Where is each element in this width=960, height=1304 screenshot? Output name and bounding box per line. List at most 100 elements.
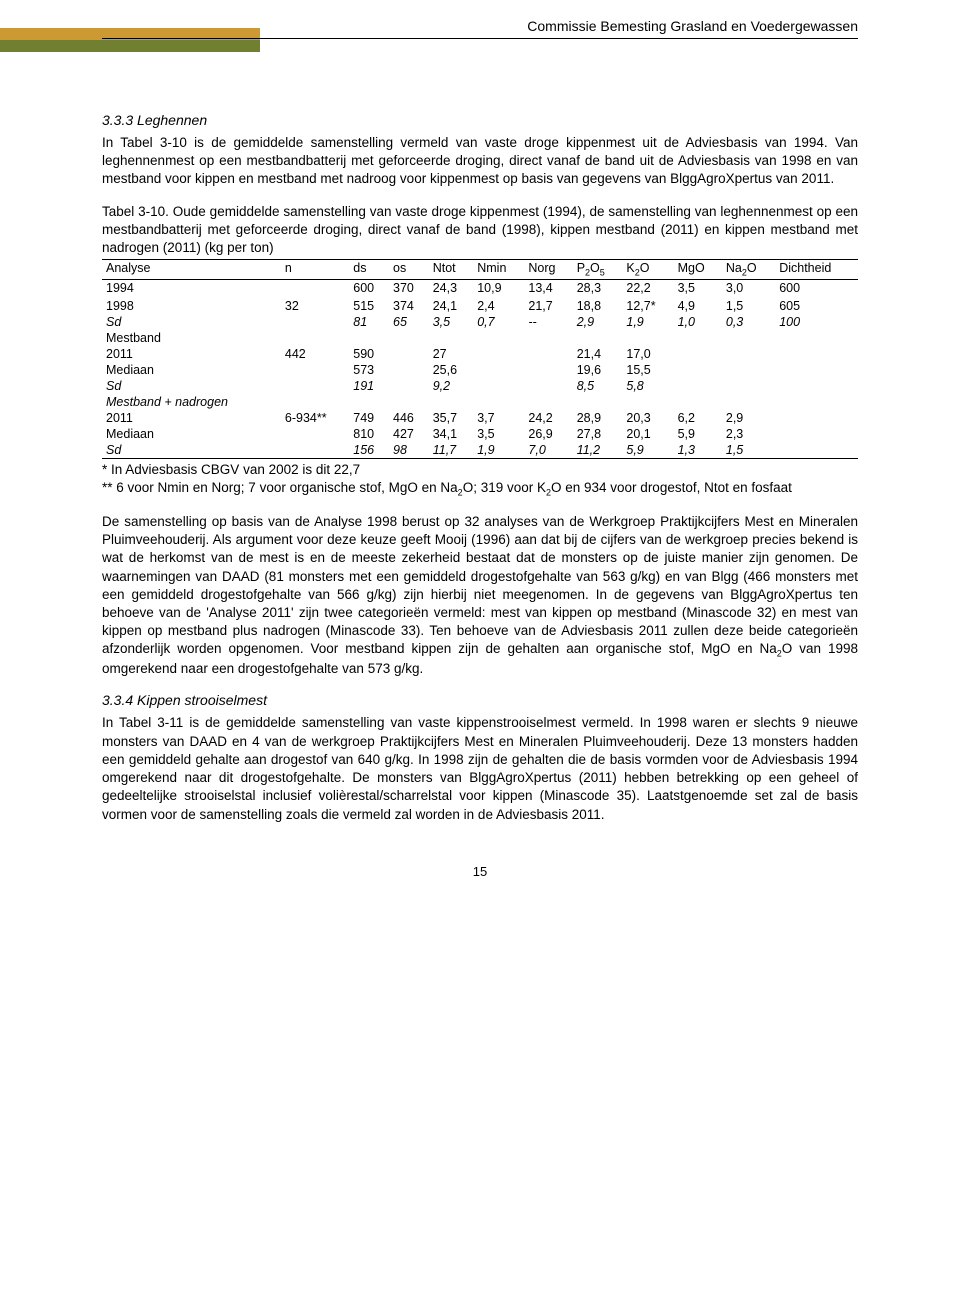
- content: 3.3.3 Leghennen In Tabel 3-10 is de gemi…: [0, 52, 960, 879]
- table-caption-lead: Tabel 3-10.: [102, 204, 169, 219]
- table-cell: 1998: [102, 298, 281, 314]
- table-cell: [674, 394, 722, 410]
- table-cell: 156: [349, 442, 389, 459]
- table-cell: 1,5: [722, 442, 775, 459]
- page: Commissie Bemesting Grasland en Voederge…: [0, 0, 960, 919]
- table-row: Mestband + nadrogen: [102, 394, 858, 410]
- table-cell: 3,0: [722, 279, 775, 296]
- data-table: AnalysendsosNtotNminNorgP2O5K2OMgONa2ODi…: [102, 259, 858, 459]
- table-cell: 573: [349, 362, 389, 378]
- table-cell: 10,9: [473, 279, 524, 296]
- table-cell: 20,3: [622, 410, 673, 426]
- table-cell: 1,9: [473, 442, 524, 459]
- table-cell: [473, 330, 524, 346]
- table-cell: 427: [389, 426, 429, 442]
- table-cell: [429, 330, 474, 346]
- table-cell: 2011: [102, 346, 281, 362]
- table-body: 199460037024,310,913,428,322,23,53,06001…: [102, 279, 858, 458]
- table-cell: [775, 442, 858, 459]
- table-cell: [674, 362, 722, 378]
- table-cell: [674, 378, 722, 394]
- table-cell: 600: [349, 279, 389, 296]
- table-cell: [524, 346, 572, 362]
- table-cell: 2,9: [722, 410, 775, 426]
- table-cell: Mediaan: [102, 362, 281, 378]
- table-cell: [722, 378, 775, 394]
- table-cell: 1,5: [722, 298, 775, 314]
- table-cell: 21,4: [573, 346, 623, 362]
- table-cell: [674, 330, 722, 346]
- table-row: Mediaan81042734,13,526,927,820,15,92,3: [102, 426, 858, 442]
- table-cell: Sd: [102, 442, 281, 459]
- table-cell: 9,2: [429, 378, 474, 394]
- table-cell: 5,9: [622, 442, 673, 459]
- table-cell: 25,6: [429, 362, 474, 378]
- table-cell: [473, 394, 524, 410]
- table-cell: [573, 330, 623, 346]
- table-cell: [389, 394, 429, 410]
- table-cell: [622, 394, 673, 410]
- table-cell: 810: [349, 426, 389, 442]
- header-accent-bar-2: [0, 40, 260, 52]
- table-cell: [429, 394, 474, 410]
- table-cell: [775, 410, 858, 426]
- table-cell: 749: [349, 410, 389, 426]
- table-cell: [674, 346, 722, 362]
- table-cell: [389, 362, 429, 378]
- table-cell: 18,8: [573, 298, 623, 314]
- table-caption-text: Oude gemiddelde samenstelling van vaste …: [102, 204, 858, 255]
- table-cell: [281, 442, 349, 459]
- table-header-cell: Nmin: [473, 260, 524, 280]
- table-cell: [775, 378, 858, 394]
- table-cell: [722, 346, 775, 362]
- table-header-cell: P2O5: [573, 260, 623, 280]
- table-cell: [722, 394, 775, 410]
- table-cell: 600: [775, 279, 858, 296]
- table-header-cell: Norg: [524, 260, 572, 280]
- table-cell: [775, 426, 858, 442]
- page-number: 15: [102, 864, 858, 879]
- table-cell: [281, 330, 349, 346]
- table-row: 20116-934**74944635,73,724,228,920,36,22…: [102, 410, 858, 426]
- table-cell: 0,3: [722, 314, 775, 330]
- table-cell: [281, 394, 349, 410]
- table-cell: 3,5: [674, 279, 722, 296]
- table-cell: 5,9: [674, 426, 722, 442]
- section-heading-333: 3.3.3 Leghennen: [102, 112, 858, 128]
- table-cell: [722, 362, 775, 378]
- table-cell: [281, 378, 349, 394]
- table-cell: 17,0: [622, 346, 673, 362]
- table-cell: 27: [429, 346, 474, 362]
- table-cell: 6-934**: [281, 410, 349, 426]
- table-cell: 1,3: [674, 442, 722, 459]
- table-header-cell: Dichtheid: [775, 260, 858, 280]
- table-row: Mediaan57325,619,615,5: [102, 362, 858, 378]
- table-header-cell: os: [389, 260, 429, 280]
- table-cell: [389, 378, 429, 394]
- table-cell: 374: [389, 298, 429, 314]
- table-cell: 590: [349, 346, 389, 362]
- table-cell: 1,9: [622, 314, 673, 330]
- table-cell: [389, 346, 429, 362]
- table-cell: Sd: [102, 378, 281, 394]
- table-cell: [281, 279, 349, 296]
- table-cell: 3,7: [473, 410, 524, 426]
- table-cell: 98: [389, 442, 429, 459]
- table-cell: [473, 362, 524, 378]
- table-cell: [389, 330, 429, 346]
- table-cell: 22,2: [622, 279, 673, 296]
- table-cell: Sd: [102, 314, 281, 330]
- table-cell: [775, 394, 858, 410]
- table-cell: 35,7: [429, 410, 474, 426]
- table-cell: Mediaan: [102, 426, 281, 442]
- table-cell: 6,2: [674, 410, 722, 426]
- table-cell: 34,1: [429, 426, 474, 442]
- table-cell: 515: [349, 298, 389, 314]
- table-cell: [281, 426, 349, 442]
- table-row: 20114425902721,417,0: [102, 346, 858, 362]
- table-cell: 12,7*: [622, 298, 673, 314]
- table-cell: 26,9: [524, 426, 572, 442]
- table-row: 19983251537424,12,421,718,812,7*4,91,560…: [102, 298, 858, 314]
- table-cell: [524, 394, 572, 410]
- table-cell: [622, 330, 673, 346]
